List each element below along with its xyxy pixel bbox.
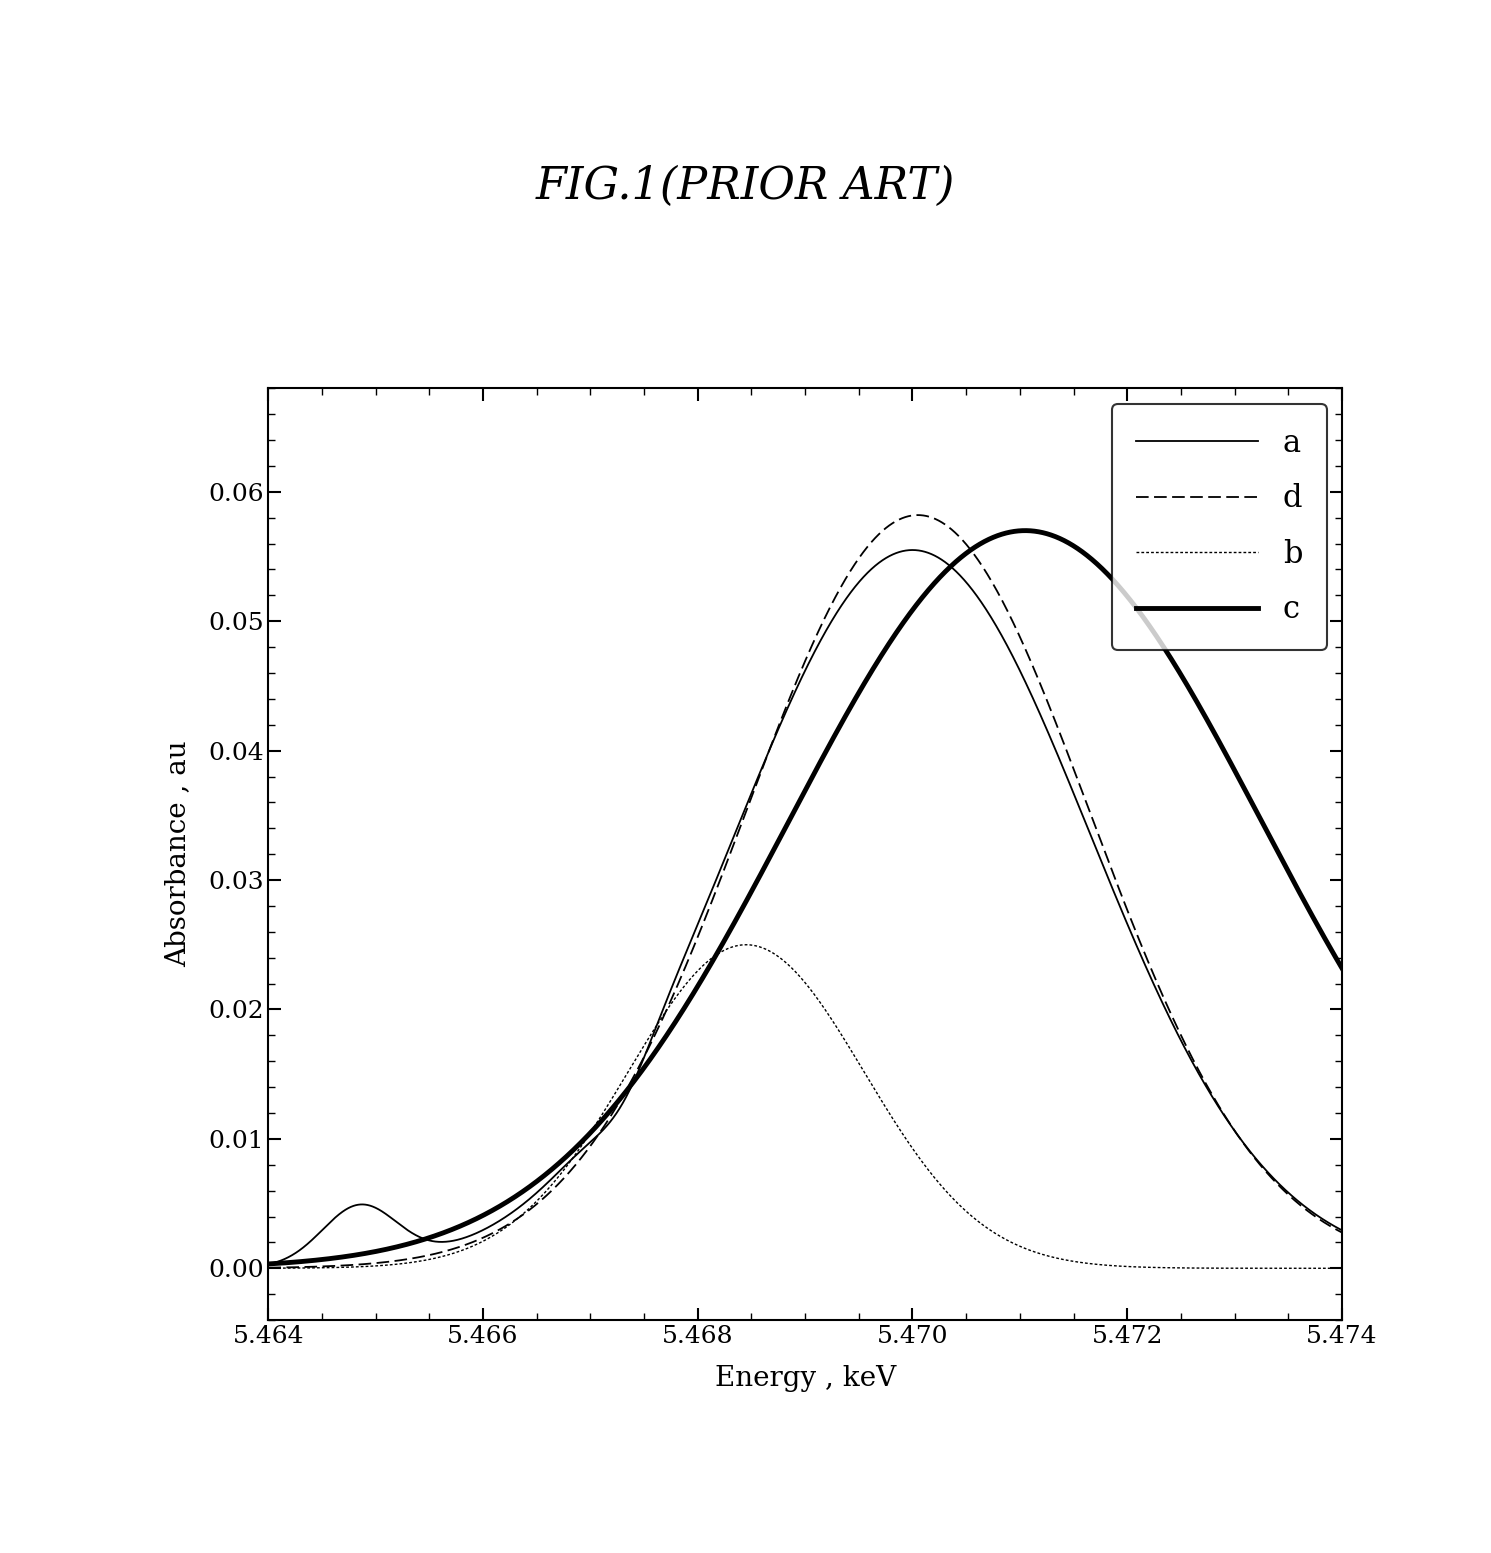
c — [1142, 620, 1160, 638]
Y-axis label: Absorbance , au: Absorbance , au — [164, 741, 191, 968]
c — [957, 544, 975, 562]
d — [1333, 1224, 1351, 1242]
a — [904, 540, 921, 559]
b — [1142, 1258, 1160, 1277]
c — [259, 1255, 277, 1273]
d — [259, 1258, 277, 1277]
b — [1060, 1252, 1078, 1270]
Legend: a, d, b, c: a, d, b, c — [1112, 404, 1327, 649]
b — [904, 1138, 921, 1157]
a — [957, 573, 975, 592]
Line: b: b — [268, 944, 1342, 1269]
a — [259, 1255, 277, 1273]
c — [669, 1008, 687, 1027]
c — [1060, 534, 1078, 553]
a — [1142, 969, 1160, 988]
b — [1333, 1259, 1351, 1278]
b — [669, 985, 687, 1003]
Text: FIG.1(PRIOR ART): FIG.1(PRIOR ART) — [535, 165, 956, 208]
b — [259, 1259, 277, 1278]
X-axis label: Energy , keV: Energy , keV — [714, 1365, 896, 1391]
a — [455, 1228, 473, 1247]
d — [455, 1236, 473, 1255]
a — [904, 540, 921, 559]
d — [1060, 749, 1078, 767]
b — [737, 935, 754, 954]
c — [1017, 522, 1035, 540]
Line: a: a — [268, 550, 1342, 1264]
b — [957, 1202, 975, 1221]
d — [904, 506, 921, 525]
d — [669, 974, 687, 992]
Line: c: c — [268, 531, 1342, 1264]
d — [1142, 960, 1160, 978]
d — [957, 536, 975, 554]
Line: d: d — [268, 516, 1342, 1267]
a — [669, 961, 687, 980]
d — [910, 506, 927, 525]
c — [904, 601, 921, 620]
a — [1333, 1221, 1351, 1239]
b — [455, 1241, 473, 1259]
c — [1333, 958, 1351, 977]
c — [455, 1216, 473, 1235]
a — [1060, 775, 1078, 794]
